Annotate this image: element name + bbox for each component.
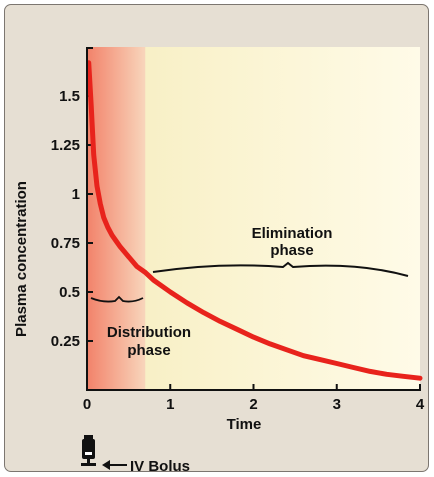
y-tick-label: 0.5 — [59, 284, 80, 301]
y-tick-label: 0.25 — [51, 333, 80, 350]
y-tick-label: 1.25 — [51, 137, 80, 154]
x-tick-label: 1 — [166, 396, 174, 413]
chart-figure: 0.25 0.5 0.75 1 1.25 1.5 0 1 2 3 4 Elimination pha… — [4, 4, 429, 472]
arrow-left-icon — [102, 460, 127, 470]
x-tick-label: 0 — [83, 396, 91, 413]
x-tick-label: 4 — [416, 396, 425, 413]
distribution-label-line2: phase — [127, 342, 170, 359]
distribution-phase-band — [87, 47, 147, 390]
x-axis-title: Time — [227, 416, 262, 433]
iv-bolus-label: IV Bolus — [130, 458, 190, 472]
concentration-curve — [86, 60, 423, 381]
y-axis-title: Plasma concentration — [13, 181, 30, 337]
distribution-label-line1: Distribution — [107, 324, 191, 341]
elimination-label-line2: phase — [270, 242, 313, 259]
x-tick-label: 3 — [333, 396, 341, 413]
elimination-phase-band — [145, 47, 420, 390]
y-tick-label: 0.75 — [51, 235, 80, 252]
y-tick-label: 1.5 — [59, 88, 80, 105]
x-tick-label: 2 — [249, 396, 257, 413]
elimination-brace — [152, 261, 409, 277]
distribution-brace — [90, 295, 144, 303]
elimination-label-line1: Elimination — [252, 225, 333, 242]
syringe-icon — [81, 435, 96, 466]
y-tick-label: 1 — [72, 186, 80, 203]
chart-svg: 0.25 0.5 0.75 1 1.25 1.5 0 1 2 3 4 Elimination pha… — [13, 47, 425, 472]
